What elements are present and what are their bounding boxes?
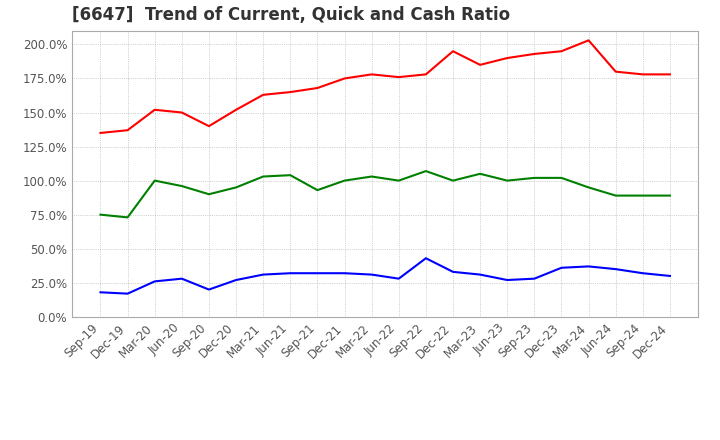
Current Ratio xyxy=(341,76,349,81)
Current Ratio xyxy=(611,69,620,74)
Cash Ratio xyxy=(286,271,294,276)
Current Ratio xyxy=(421,72,430,77)
Quick Ratio xyxy=(178,183,186,189)
Cash Ratio xyxy=(557,265,566,271)
Line: Current Ratio: Current Ratio xyxy=(101,40,670,133)
Cash Ratio xyxy=(150,279,159,284)
Quick Ratio xyxy=(665,193,674,198)
Current Ratio xyxy=(530,51,539,57)
Cash Ratio xyxy=(665,273,674,279)
Quick Ratio xyxy=(313,187,322,193)
Line: Quick Ratio: Quick Ratio xyxy=(101,171,670,217)
Current Ratio xyxy=(367,72,376,77)
Quick Ratio xyxy=(557,175,566,180)
Current Ratio xyxy=(584,38,593,43)
Cash Ratio xyxy=(204,287,213,292)
Cash Ratio xyxy=(503,277,511,282)
Quick Ratio xyxy=(286,172,294,178)
Quick Ratio xyxy=(259,174,268,179)
Line: Cash Ratio: Cash Ratio xyxy=(101,258,670,293)
Cash Ratio xyxy=(367,272,376,277)
Current Ratio xyxy=(232,107,240,113)
Cash Ratio xyxy=(395,276,403,281)
Cash Ratio xyxy=(232,277,240,282)
Quick Ratio xyxy=(503,178,511,183)
Cash Ratio xyxy=(639,271,647,276)
Quick Ratio xyxy=(584,185,593,190)
Quick Ratio xyxy=(123,215,132,220)
Current Ratio xyxy=(178,110,186,115)
Current Ratio xyxy=(313,85,322,91)
Cash Ratio xyxy=(178,276,186,281)
Text: [6647]  Trend of Current, Quick and Cash Ratio: [6647] Trend of Current, Quick and Cash … xyxy=(72,6,510,24)
Current Ratio xyxy=(286,89,294,95)
Cash Ratio xyxy=(611,267,620,272)
Quick Ratio xyxy=(204,191,213,197)
Current Ratio xyxy=(665,72,674,77)
Cash Ratio xyxy=(584,264,593,269)
Cash Ratio xyxy=(259,272,268,277)
Current Ratio xyxy=(395,74,403,80)
Current Ratio xyxy=(557,48,566,54)
Quick Ratio xyxy=(232,185,240,190)
Quick Ratio xyxy=(449,178,457,183)
Current Ratio xyxy=(96,130,105,136)
Current Ratio xyxy=(476,62,485,67)
Quick Ratio xyxy=(395,178,403,183)
Current Ratio xyxy=(204,124,213,129)
Cash Ratio xyxy=(449,269,457,275)
Current Ratio xyxy=(449,48,457,54)
Quick Ratio xyxy=(530,175,539,180)
Current Ratio xyxy=(639,72,647,77)
Quick Ratio xyxy=(476,171,485,176)
Cash Ratio xyxy=(341,271,349,276)
Cash Ratio xyxy=(313,271,322,276)
Current Ratio xyxy=(123,128,132,133)
Cash Ratio xyxy=(123,291,132,296)
Cash Ratio xyxy=(421,256,430,261)
Cash Ratio xyxy=(530,276,539,281)
Quick Ratio xyxy=(639,193,647,198)
Current Ratio xyxy=(259,92,268,97)
Cash Ratio xyxy=(476,272,485,277)
Quick Ratio xyxy=(150,178,159,183)
Quick Ratio xyxy=(367,174,376,179)
Cash Ratio xyxy=(96,290,105,295)
Quick Ratio xyxy=(96,212,105,217)
Quick Ratio xyxy=(611,193,620,198)
Current Ratio xyxy=(503,55,511,61)
Quick Ratio xyxy=(341,178,349,183)
Current Ratio xyxy=(150,107,159,113)
Quick Ratio xyxy=(421,169,430,174)
